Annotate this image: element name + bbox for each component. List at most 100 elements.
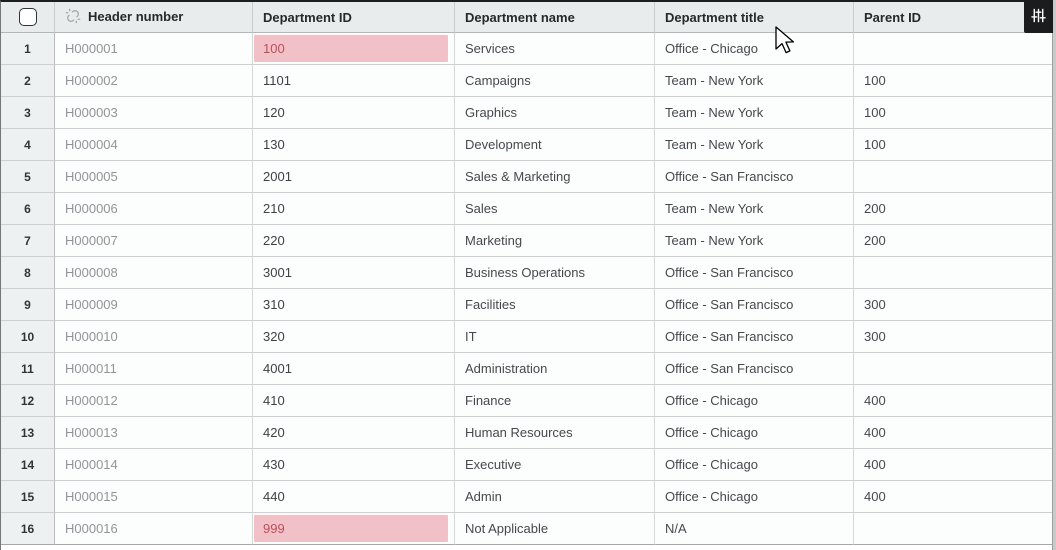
cell-header-number[interactable]: H000009	[55, 289, 253, 321]
cell-parent-id[interactable]: 400	[854, 449, 1052, 481]
cell-parent-id[interactable]: 200	[854, 225, 1052, 257]
cell-department-id[interactable]: 2001	[253, 161, 455, 193]
cell-department-name[interactable]: Finance	[455, 385, 655, 417]
cell-department-title[interactable]: Office - Chicago	[655, 481, 854, 513]
cell-header-number[interactable]: H000011	[55, 353, 253, 385]
column-header-department-name[interactable]: Department name	[455, 2, 655, 33]
cell-header-number[interactable]: H000005	[55, 161, 253, 193]
cell-parent-id[interactable]: 100	[854, 65, 1052, 97]
select-all-checkbox[interactable]	[18, 8, 37, 26]
cell-department-id[interactable]: 320	[253, 321, 455, 353]
cell-department-title[interactable]: N/A	[655, 513, 854, 545]
cell-department-id[interactable]: 220	[253, 225, 455, 257]
row-number-cell[interactable]: 13	[1, 417, 55, 449]
cell-header-number[interactable]: H000007	[55, 225, 253, 257]
cell-header-number[interactable]: H000001	[55, 33, 253, 65]
row-number-cell[interactable]: 3	[1, 97, 55, 129]
row-number-cell[interactable]: 6	[1, 193, 55, 225]
cell-department-title[interactable]: Team - New York	[655, 65, 854, 97]
cell-parent-id[interactable]: 300	[854, 289, 1052, 321]
cell-parent-id[interactable]: 400	[854, 481, 1052, 513]
row-number-cell[interactable]: 10	[1, 321, 55, 353]
row-number-cell[interactable]: 16	[1, 513, 55, 545]
cell-header-number[interactable]: H000010	[55, 321, 253, 353]
row-number-cell[interactable]: 12	[1, 385, 55, 417]
cell-header-number[interactable]: H000012	[55, 385, 253, 417]
cell-department-name[interactable]: Services	[455, 33, 655, 65]
cell-department-id[interactable]: 3001	[253, 257, 455, 289]
cell-department-name[interactable]: Graphics	[455, 97, 655, 129]
cell-department-id[interactable]: 430	[253, 449, 455, 481]
cell-department-name[interactable]: Business Operations	[455, 257, 655, 289]
cell-department-title[interactable]: Office - San Francisco	[655, 353, 854, 385]
cell-department-title[interactable]: Office - Chicago	[655, 417, 854, 449]
row-number-cell[interactable]: 7	[1, 225, 55, 257]
cell-header-number[interactable]: H000002	[55, 65, 253, 97]
cell-department-title[interactable]: Team - New York	[655, 97, 854, 129]
cell-header-number[interactable]: H000014	[55, 449, 253, 481]
cell-department-id[interactable]: 999	[253, 513, 455, 545]
cell-department-name[interactable]: Human Resources	[455, 417, 655, 449]
cell-department-name[interactable]: Executive	[455, 449, 655, 481]
cell-parent-id[interactable]: 400	[854, 417, 1052, 449]
cell-parent-id[interactable]: 100	[854, 97, 1052, 129]
cell-department-name[interactable]: Development	[455, 129, 655, 161]
cell-department-title[interactable]: Office - San Francisco	[655, 161, 854, 193]
cell-department-id[interactable]: 310	[253, 289, 455, 321]
cell-department-id[interactable]: 120	[253, 97, 455, 129]
cell-department-title[interactable]: Office - Chicago	[655, 449, 854, 481]
cell-parent-id[interactable]: 200	[854, 193, 1052, 225]
cell-department-name[interactable]: Not Applicable	[455, 513, 655, 545]
cell-department-title[interactable]: Team - New York	[655, 225, 854, 257]
cell-department-title[interactable]: Team - New York	[655, 129, 854, 161]
row-number-cell[interactable]: 9	[1, 289, 55, 321]
column-settings-button[interactable]	[1024, 0, 1053, 33]
row-number-cell[interactable]: 5	[1, 161, 55, 193]
cell-department-id[interactable]: 1101	[253, 65, 455, 97]
row-number-cell[interactable]: 1	[1, 33, 55, 65]
cell-department-id[interactable]: 410	[253, 385, 455, 417]
cell-department-name[interactable]: Sales & Marketing	[455, 161, 655, 193]
row-number-cell[interactable]: 15	[1, 481, 55, 513]
cell-department-title[interactable]: Office - San Francisco	[655, 321, 854, 353]
row-number-cell[interactable]: 8	[1, 257, 55, 289]
cell-parent-id[interactable]	[854, 161, 1052, 193]
cell-department-name[interactable]: IT	[455, 321, 655, 353]
cell-header-number[interactable]: H000004	[55, 129, 253, 161]
row-number-cell[interactable]: 11	[1, 353, 55, 385]
column-header-department-title[interactable]: Department title	[655, 2, 854, 33]
cell-parent-id[interactable]	[854, 33, 1052, 65]
cell-parent-id[interactable]	[854, 513, 1052, 545]
cell-department-name[interactable]: Marketing	[455, 225, 655, 257]
cell-parent-id[interactable]: 400	[854, 385, 1052, 417]
cell-parent-id[interactable]: 300	[854, 321, 1052, 353]
cell-header-number[interactable]: H000003	[55, 97, 253, 129]
cell-department-name[interactable]: Sales	[455, 193, 655, 225]
cell-parent-id[interactable]: 100	[854, 129, 1052, 161]
row-number-cell[interactable]: 14	[1, 449, 55, 481]
cell-department-id[interactable]: 130	[253, 129, 455, 161]
cell-department-id[interactable]: 100	[253, 33, 455, 65]
column-header-header-number[interactable]: Header number	[55, 2, 253, 33]
cell-department-name[interactable]: Campaigns	[455, 65, 655, 97]
cell-department-title[interactable]: Office - Chicago	[655, 385, 854, 417]
column-header-parent-id[interactable]: Parent ID	[854, 2, 1052, 33]
cell-header-number[interactable]: H000008	[55, 257, 253, 289]
cell-department-name[interactable]: Facilities	[455, 289, 655, 321]
row-number-cell[interactable]: 2	[1, 65, 55, 97]
cell-department-id[interactable]: 210	[253, 193, 455, 225]
cell-parent-id[interactable]	[854, 257, 1052, 289]
cell-department-name[interactable]: Administration	[455, 353, 655, 385]
cell-parent-id[interactable]	[854, 353, 1052, 385]
cell-department-name[interactable]: Admin	[455, 481, 655, 513]
cell-department-title[interactable]: Team - New York	[655, 193, 854, 225]
cell-header-number[interactable]: H000016	[55, 513, 253, 545]
cell-department-title[interactable]: Office - San Francisco	[655, 257, 854, 289]
cell-department-id[interactable]: 420	[253, 417, 455, 449]
cell-header-number[interactable]: H000015	[55, 481, 253, 513]
cell-department-title[interactable]: Office - San Francisco	[655, 289, 854, 321]
cell-header-number[interactable]: H000013	[55, 417, 253, 449]
cell-header-number[interactable]: H000006	[55, 193, 253, 225]
cell-department-id[interactable]: 440	[253, 481, 455, 513]
cell-department-id[interactable]: 4001	[253, 353, 455, 385]
